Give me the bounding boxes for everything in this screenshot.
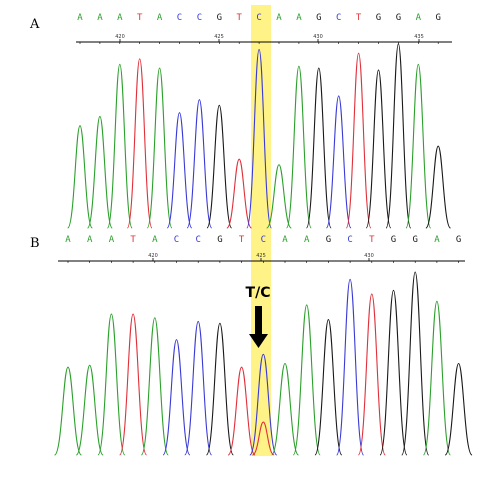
panel-b: B A A A T A C C G T C A A G C T G G A G 420 425 430 T/C: [30, 235, 473, 456]
panel-a-peak-a: [405, 63, 432, 229]
panel-a-peak-c: [325, 95, 352, 229]
panel-a-base-call: G: [217, 13, 222, 23]
panel-b-base-call: T: [130, 235, 136, 245]
panel-a-peak-g: [305, 67, 332, 229]
panel-a-peak-a: [106, 63, 133, 229]
panel-a-base-call: C: [336, 13, 341, 23]
panel-b-peak-g: [444, 362, 473, 456]
panel-b-ticks: 420 425 430: [67, 253, 459, 263]
panel-b-peak-c: [184, 320, 213, 456]
panel-b-base-call: A: [304, 235, 310, 245]
panel-b-peak-g: [205, 322, 234, 456]
panel-a-base-call: T: [137, 13, 143, 23]
panel-a-base-call: A: [157, 13, 163, 23]
panel-b-base-call: T: [369, 235, 375, 245]
panel-a-base-call: A: [416, 13, 422, 23]
panel-b-base-call: G: [326, 235, 331, 245]
variant-annotation-label: T/C: [246, 285, 271, 301]
panel-b-base-call: G: [456, 235, 461, 245]
panel-b-tick-label: 425: [256, 253, 266, 259]
panel-a-peak-g: [206, 104, 233, 229]
panel-a-base-call: A: [77, 13, 83, 23]
panel-b-peak-t: [227, 366, 256, 456]
panel-b-base-call: C: [347, 235, 352, 245]
panel-a-base-call: A: [296, 13, 302, 23]
panel-b-peak-c: [162, 339, 191, 456]
panel-b-base-call: G: [412, 235, 417, 245]
panel-b-traces: [54, 271, 473, 456]
panel-b-peak-a: [97, 313, 126, 456]
panel-a-traces: [67, 43, 452, 229]
panel-a-peak-a: [266, 164, 292, 229]
panel-b-label: B: [30, 236, 40, 251]
panel-a-tick-label: 435: [414, 34, 424, 40]
panel-b-peak-a: [292, 304, 321, 456]
panel-b-base-call: G: [391, 235, 396, 245]
panel-b-peak-g: [379, 289, 408, 456]
panel-a-peak-t: [126, 58, 153, 229]
panel-a-peak-c: [166, 112, 193, 229]
panel-a-base-call: G: [396, 13, 401, 23]
panel-a-peak-c: [246, 48, 272, 229]
panel-a-base-call: C: [256, 13, 261, 23]
panel-a-peak-c: [186, 99, 213, 229]
panel-b-peak-a: [422, 300, 451, 456]
panel-a-peak-g: [425, 145, 452, 229]
panel-a-peak-g: [385, 43, 412, 229]
panel-b-peak-a: [271, 362, 299, 456]
panel-b-peak-c: [249, 353, 278, 456]
panel-b-peak-t: [119, 313, 148, 456]
panel-a-base-call: G: [435, 13, 440, 23]
panel-b-base-call: C: [195, 235, 200, 245]
panel-a-ticks: 420 425 430 435: [79, 34, 439, 44]
panel-b-base-call: A: [87, 235, 93, 245]
panel-a-base-call: C: [197, 13, 202, 23]
panel-b-base-call: G: [217, 235, 222, 245]
panel-b-peak-a: [54, 366, 82, 456]
panel-a-peak-a: [67, 125, 93, 229]
panel-a-base-call: G: [376, 13, 381, 23]
panel-b-tick-label: 430: [364, 253, 374, 259]
panel-a-peak-a: [146, 67, 173, 229]
panel-b-base-call: A: [152, 235, 158, 245]
panel-a-base-call: C: [177, 13, 182, 23]
panel-a-peak-a: [87, 115, 113, 229]
panel-a-peak-t: [345, 52, 372, 229]
panel-a-label: A: [29, 17, 40, 32]
panel-b-peak-a: [75, 364, 104, 456]
panel-a-tick-label: 425: [214, 34, 224, 40]
panel-a-base-call: T: [236, 13, 242, 23]
panel-b-peak-c: [336, 278, 365, 456]
down-arrow-icon: [249, 306, 268, 348]
panel-a: A A A A T A C C G T C A A G C T G G A G 420 425 430 435: [29, 13, 452, 229]
panel-a-base-call: T: [356, 13, 362, 23]
panel-b-base-call: T: [239, 235, 245, 245]
panel-a-base-call: A: [276, 13, 282, 23]
panel-b-base-call: A: [109, 235, 115, 245]
panel-a-base-call: A: [97, 13, 103, 23]
panel-b-base-call: A: [65, 235, 71, 245]
panel-a-tick-label: 420: [115, 34, 125, 40]
panel-b-peak-g: [314, 319, 343, 456]
panel-b-secondary-peak-t: [252, 421, 275, 456]
panel-b-peak-t: [357, 293, 386, 456]
panel-b-base-call: A: [282, 235, 288, 245]
panel-a-peak-g: [365, 69, 392, 229]
panel-b-tick-label: 420: [148, 253, 158, 259]
panel-b-peak-a: [140, 317, 169, 456]
panel-a-tick-label: 430: [313, 34, 323, 40]
panel-a-base-call: G: [316, 13, 321, 23]
panel-b-peak-g: [401, 271, 430, 456]
panel-a-base-call: A: [117, 13, 123, 23]
panel-a-peak-a: [286, 65, 312, 229]
panel-b-base-call: A: [434, 235, 440, 245]
panel-b-base-call: C: [261, 235, 266, 245]
panel-b-base-call: C: [174, 235, 179, 245]
panel-a-peak-t: [226, 158, 253, 229]
